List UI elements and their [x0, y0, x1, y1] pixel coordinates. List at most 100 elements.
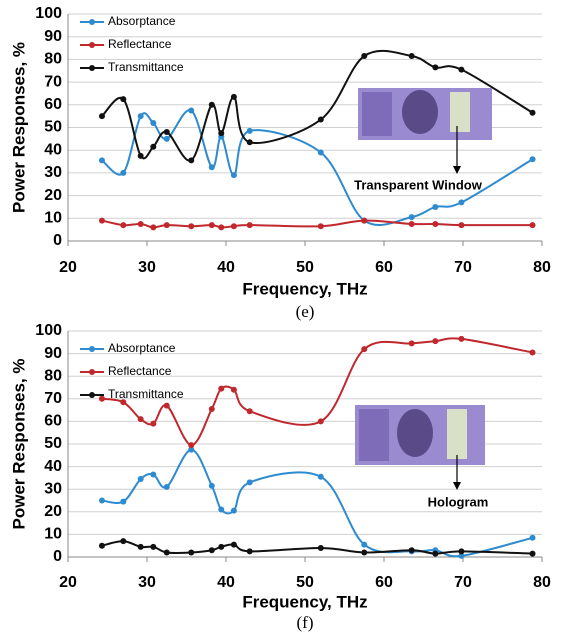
point	[409, 340, 415, 346]
point	[120, 96, 126, 102]
point	[164, 484, 170, 490]
point	[530, 551, 536, 557]
banknote-window	[450, 92, 470, 132]
legend-label: Reflectance	[108, 364, 172, 378]
y-tick-label: 20	[44, 187, 62, 204]
y-tick-label: 90	[44, 28, 62, 45]
point	[138, 113, 144, 119]
x-tick-label: 30	[138, 574, 156, 591]
point	[458, 199, 464, 205]
point	[318, 149, 324, 155]
y-tick-label: 40	[44, 458, 62, 475]
x-tick-label: 60	[375, 574, 393, 591]
y-tick-label: 0	[53, 232, 62, 249]
annotation: Transparent Window	[354, 177, 483, 192]
legend-label: Reflectance	[108, 37, 172, 51]
point	[99, 113, 105, 119]
point	[530, 222, 536, 228]
point	[99, 396, 105, 402]
legend-marker	[89, 392, 95, 398]
point	[164, 222, 170, 228]
x-tick-label: 30	[138, 259, 156, 276]
banknote-detail	[362, 92, 392, 136]
x-tick-label: 40	[217, 574, 235, 591]
chart: 010203040506070809010020304050607080Freq…	[9, 322, 551, 632]
y-tick-label: 10	[44, 526, 62, 543]
x-tick-label: 40	[217, 259, 235, 276]
point	[409, 214, 415, 220]
y-tick-label: 40	[44, 141, 62, 158]
x-tick-label: 80	[533, 574, 551, 591]
y-axis-label: Power Responses, %	[9, 42, 28, 213]
legend-label: Transmittance	[108, 60, 184, 74]
point	[164, 403, 170, 409]
point	[188, 107, 194, 113]
point	[458, 548, 464, 554]
point	[231, 508, 237, 514]
point	[120, 170, 126, 176]
point	[247, 548, 253, 554]
point	[164, 549, 170, 555]
point	[209, 164, 215, 170]
point	[99, 157, 105, 163]
x-axis-label: Frequency, THz	[242, 279, 367, 298]
y-axis-label: Power Responses, %	[9, 358, 28, 529]
y-tick-label: 100	[35, 5, 62, 22]
point	[150, 544, 156, 550]
y-tick-label: 50	[44, 435, 62, 452]
point	[458, 67, 464, 73]
point	[150, 421, 156, 427]
point	[318, 418, 324, 424]
banknote-detail	[359, 409, 389, 461]
x-tick-label: 20	[59, 259, 77, 276]
y-tick-label: 30	[44, 164, 62, 181]
chart: 010203040506070809010020304050607080Freq…	[9, 5, 551, 321]
y-tick-label: 80	[44, 51, 62, 68]
point	[99, 543, 105, 549]
point	[361, 346, 367, 352]
point	[458, 222, 464, 228]
point	[164, 129, 170, 135]
point	[150, 224, 156, 230]
point	[409, 53, 415, 59]
y-tick-label: 60	[44, 413, 62, 430]
banknote-f	[355, 405, 485, 490]
y-tick-label: 100	[35, 322, 62, 339]
point	[150, 472, 156, 478]
point	[138, 153, 144, 159]
y-tick-label: 10	[44, 210, 62, 227]
point	[209, 102, 215, 108]
point	[188, 157, 194, 163]
point	[138, 544, 144, 550]
point	[361, 218, 367, 224]
point	[138, 416, 144, 422]
point	[432, 221, 438, 227]
banknote-portrait	[397, 409, 433, 457]
point	[318, 545, 324, 551]
point	[432, 338, 438, 344]
point	[409, 547, 415, 553]
legend-label: Absorptance	[108, 341, 176, 355]
y-tick-label: 30	[44, 480, 62, 497]
legend-marker	[89, 369, 95, 375]
point	[318, 117, 324, 123]
point	[150, 120, 156, 126]
point	[120, 538, 126, 544]
y-tick-label: 60	[44, 96, 62, 113]
y-tick-label: 50	[44, 119, 62, 136]
point	[188, 549, 194, 555]
legend-marker	[89, 65, 95, 71]
point	[231, 223, 237, 229]
caption: (f)	[297, 613, 314, 632]
point	[247, 222, 253, 228]
point	[530, 535, 536, 541]
x-axis-label: Frequency, THz	[242, 592, 367, 611]
point	[231, 542, 237, 548]
point	[120, 222, 126, 228]
point	[409, 221, 415, 227]
caption: (e)	[296, 302, 315, 321]
legend-label: Transmittance	[108, 387, 184, 401]
point	[361, 549, 367, 555]
point	[218, 224, 224, 230]
point	[99, 218, 105, 224]
